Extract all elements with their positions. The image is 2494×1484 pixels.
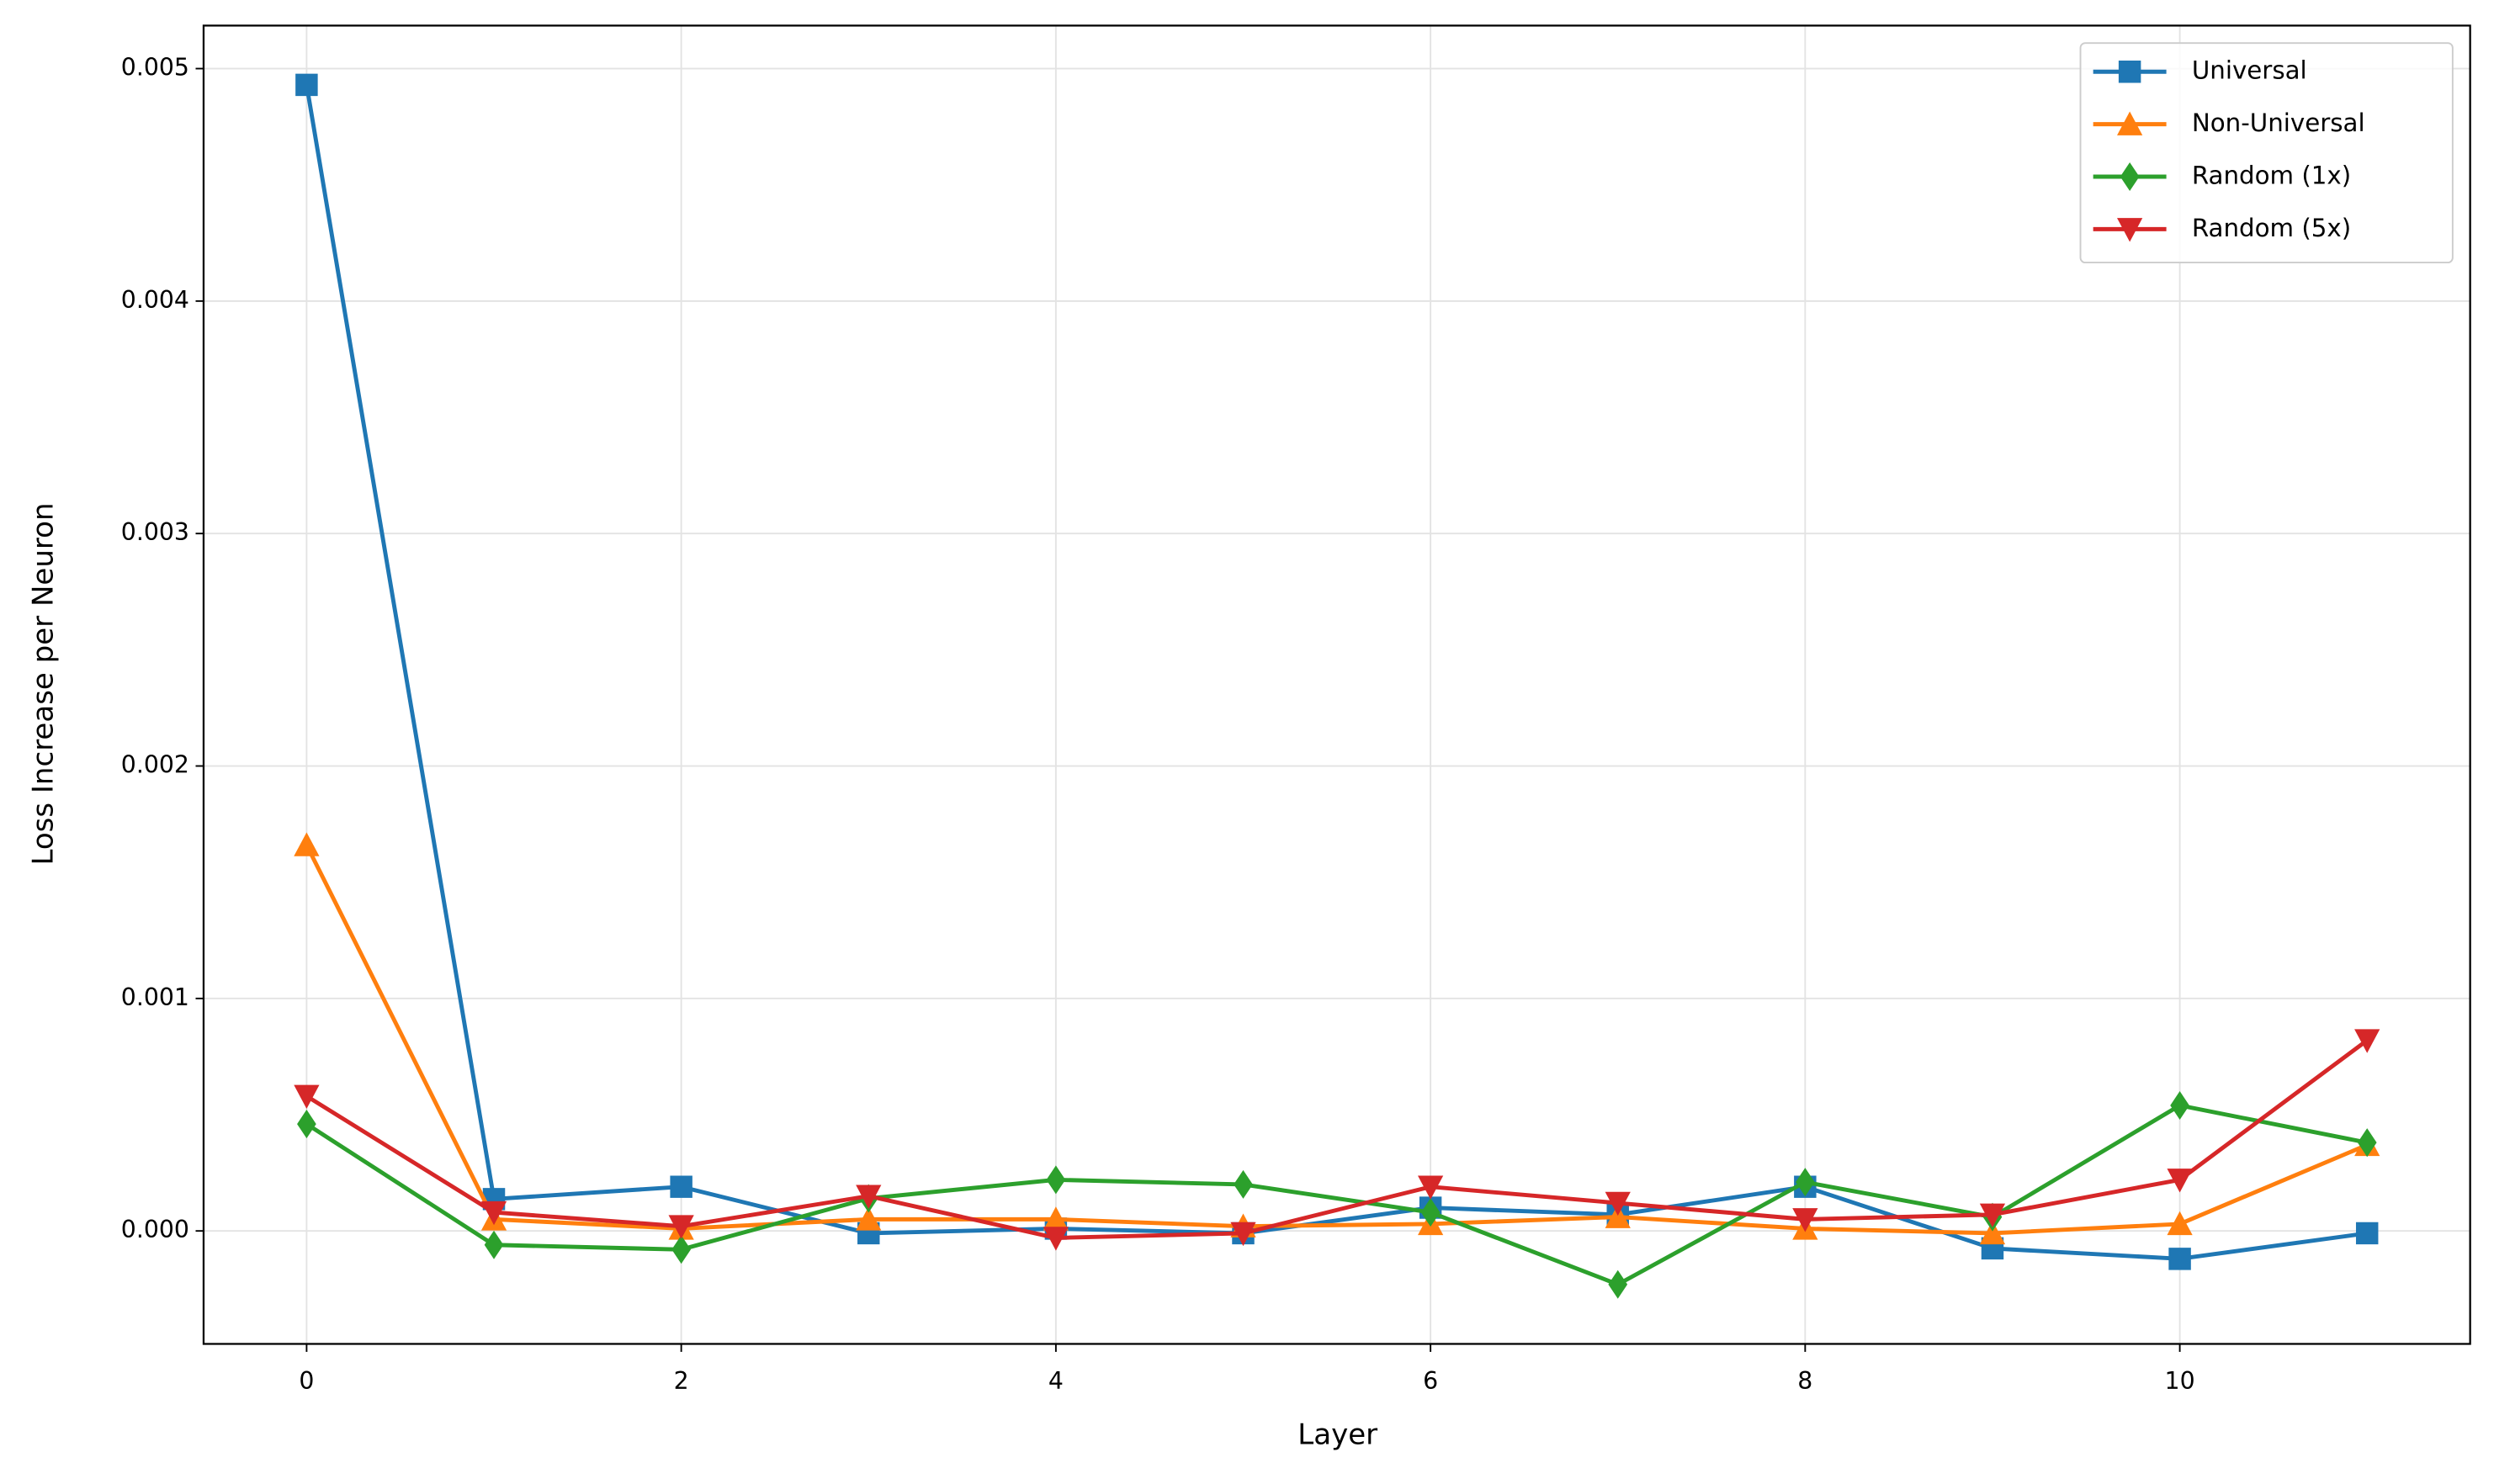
line <box>304 84 2368 1261</box>
marker <box>1608 1269 1628 1299</box>
marker <box>295 73 318 97</box>
marker <box>294 1084 320 1110</box>
y-tick-label: 0.000 <box>121 1216 189 1243</box>
marker <box>2170 1090 2189 1120</box>
y-tick-label: 0.001 <box>121 983 189 1011</box>
marker <box>1792 1208 1818 1232</box>
series <box>294 832 2380 1245</box>
marker <box>856 1185 882 1209</box>
plot-frame <box>202 24 2471 1345</box>
marker <box>1417 1175 1444 1200</box>
marker <box>2168 1248 2191 1270</box>
marker <box>1796 1168 1815 1197</box>
marker <box>1043 1227 1069 1251</box>
legend-box <box>2079 42 2454 264</box>
legend-label: Random (1x) <box>2192 161 2351 189</box>
x-axis-label: Layer <box>1297 1418 1377 1452</box>
line <box>305 844 2369 1236</box>
legend-label: Random (5x) <box>2192 214 2351 242</box>
y-axis-label: Loss Increase per Neuron <box>26 502 60 865</box>
marker <box>668 1215 694 1239</box>
marker <box>2167 1169 2193 1193</box>
marker <box>480 1200 507 1226</box>
line <box>305 1103 2368 1287</box>
marker <box>2354 1029 2380 1053</box>
x-tick-label: 10 <box>2165 1367 2195 1395</box>
legend-label: Non-Universal <box>2192 109 2365 137</box>
y-tick-label: 0.002 <box>121 751 189 779</box>
legend-marker <box>2118 61 2141 83</box>
marker <box>2167 1211 2193 1236</box>
x-tick-label: 8 <box>1797 1367 1812 1395</box>
y-tick-label: 0.004 <box>121 286 189 314</box>
marker <box>1230 1222 1256 1247</box>
series <box>294 1029 2380 1251</box>
legend-label: Universal <box>2192 56 2307 85</box>
marker <box>1605 1191 1631 1216</box>
x-tick-label: 2 <box>674 1367 689 1395</box>
series <box>297 1090 2377 1299</box>
marker <box>1979 1220 2006 1245</box>
series <box>295 73 2379 1270</box>
marker <box>1234 1169 1253 1199</box>
line <box>305 1038 2369 1240</box>
marker <box>297 1110 316 1139</box>
marker <box>1046 1165 1066 1195</box>
marker <box>1979 1203 2006 1227</box>
marker <box>1605 1204 1631 1228</box>
y-tick-label: 0.003 <box>121 518 189 546</box>
x-tick-label: 0 <box>299 1367 314 1395</box>
marker <box>294 832 320 856</box>
marker <box>484 1230 504 1259</box>
x-tick-label: 6 <box>1423 1367 1438 1395</box>
legend-marker <box>2116 111 2143 135</box>
marker <box>2355 1222 2379 1245</box>
marker <box>856 1206 882 1231</box>
legend-marker <box>2116 218 2143 242</box>
marker <box>1043 1206 1069 1231</box>
marker <box>670 1175 692 1198</box>
x-tick-label: 4 <box>1048 1367 1064 1395</box>
legend-marker <box>2120 162 2140 192</box>
y-tick-label: 0.005 <box>121 54 189 82</box>
